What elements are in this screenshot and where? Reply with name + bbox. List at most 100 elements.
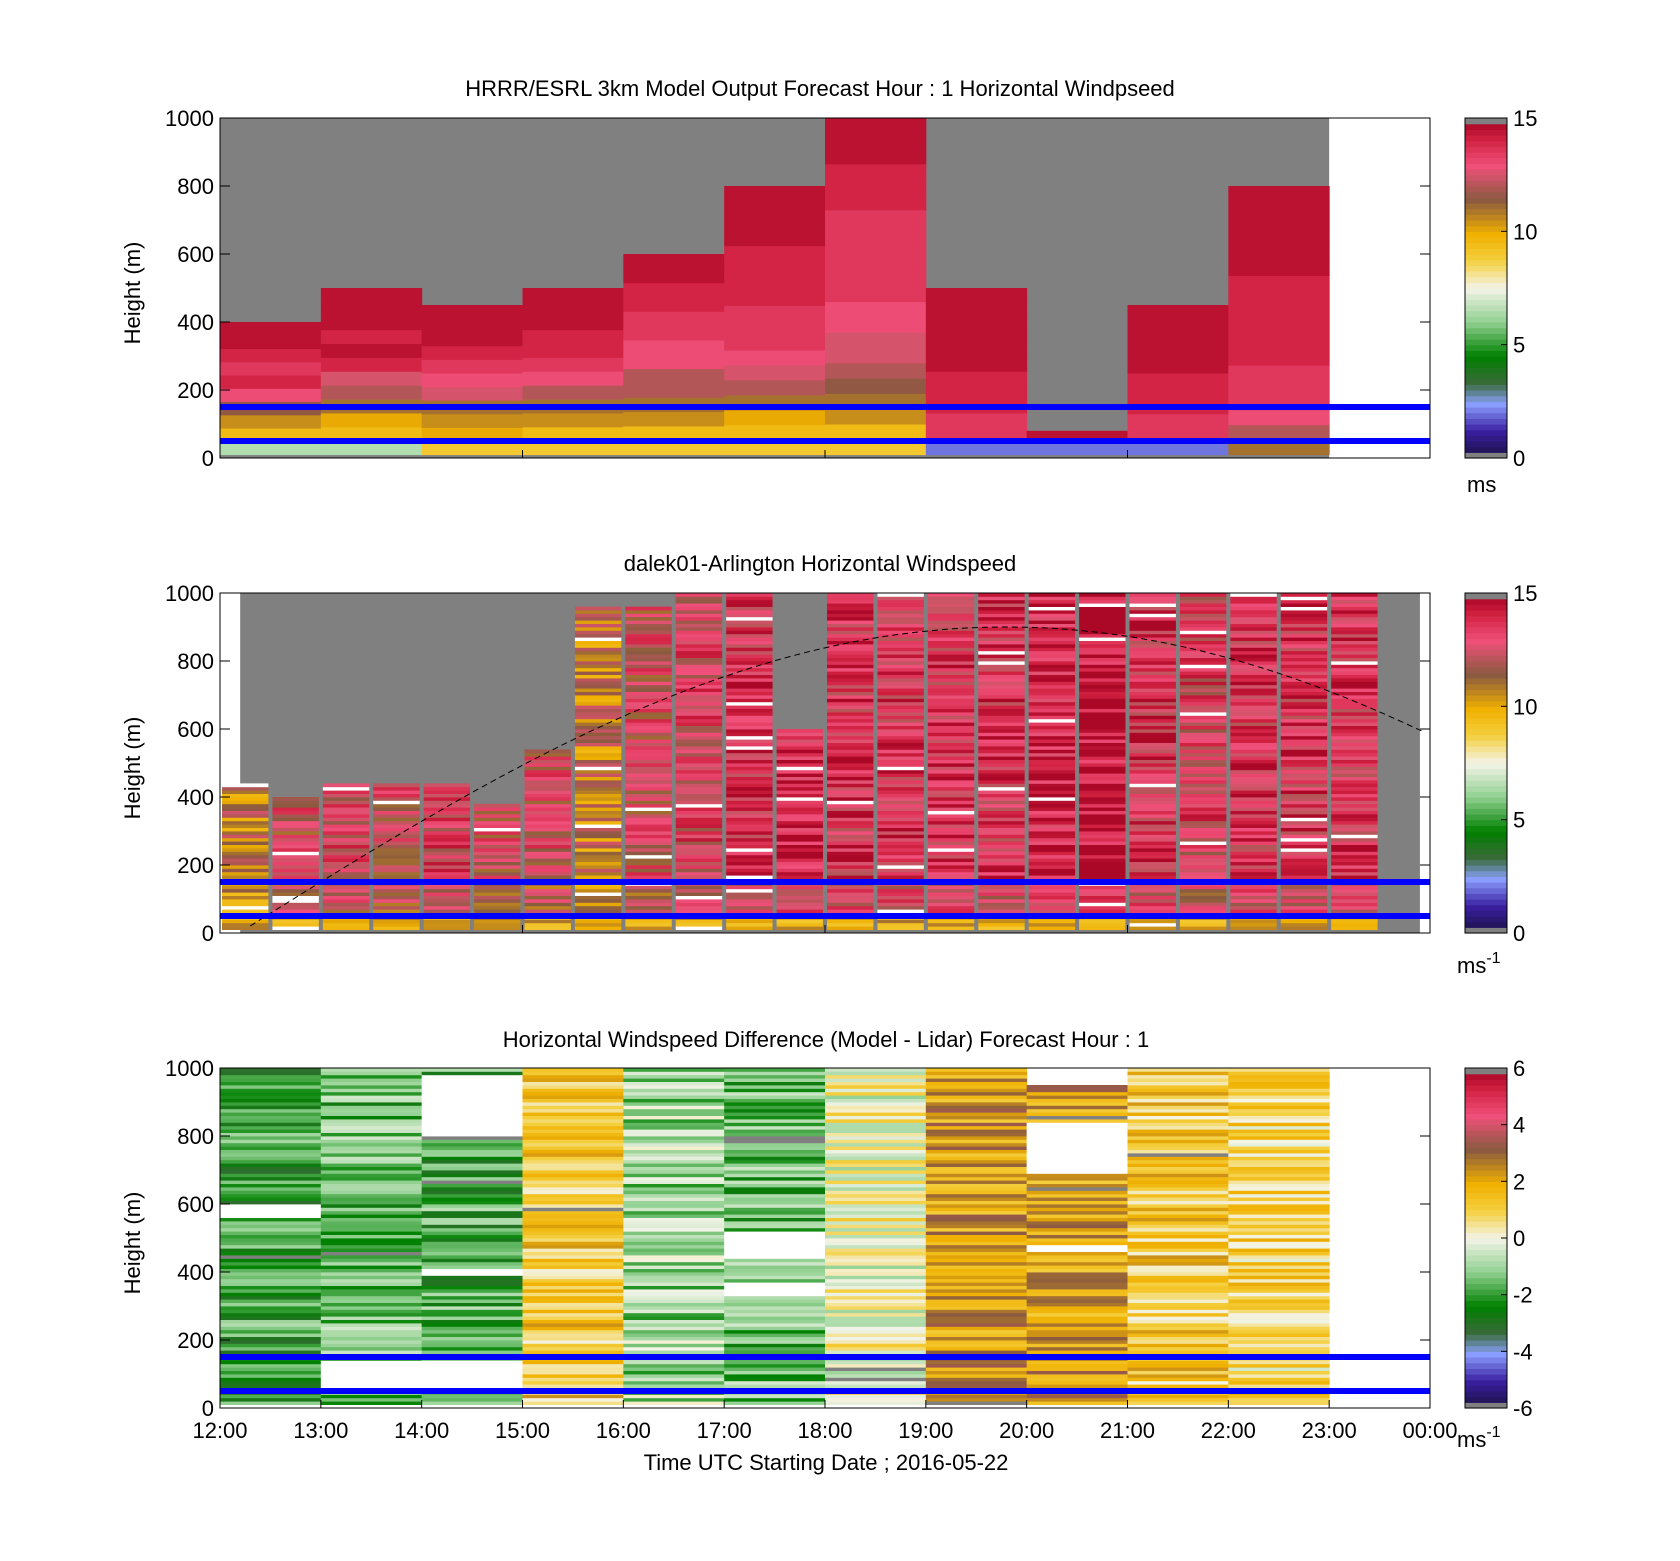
difference-cell bbox=[623, 1085, 725, 1089]
lidar-cell bbox=[877, 718, 924, 723]
difference-cell bbox=[1228, 1333, 1330, 1337]
lidar-cell bbox=[978, 827, 1025, 832]
difference-cell bbox=[1228, 1193, 1330, 1198]
colorbar-swatch bbox=[1465, 1090, 1507, 1097]
lidar-cell bbox=[927, 892, 975, 896]
difference-cell bbox=[825, 1282, 927, 1286]
lidar-cell bbox=[1230, 759, 1277, 764]
lidar-cell bbox=[1331, 769, 1378, 774]
lidar-cell bbox=[1230, 868, 1277, 873]
lidar-cell bbox=[524, 865, 571, 869]
lidar-cell bbox=[1230, 769, 1277, 774]
lidar-cell bbox=[877, 885, 924, 890]
difference-cell bbox=[825, 1214, 927, 1218]
lidar-cell bbox=[927, 739, 975, 743]
lidar-cell bbox=[978, 803, 1025, 808]
lidar-cell bbox=[877, 664, 924, 669]
lidar-cell bbox=[927, 848, 975, 852]
difference-cell bbox=[320, 1217, 423, 1222]
model-cell bbox=[925, 301, 1028, 317]
difference-cell bbox=[421, 1142, 523, 1147]
panel-difference-ylabel: Height (m) bbox=[120, 1192, 145, 1295]
difference-cell bbox=[623, 1136, 725, 1140]
difference-cell bbox=[925, 1200, 1028, 1205]
lidar-cell bbox=[776, 814, 823, 818]
difference-cell bbox=[522, 1071, 624, 1076]
lidar-cell bbox=[1179, 780, 1227, 784]
lidar-cell bbox=[574, 715, 622, 720]
lidar-cell bbox=[272, 858, 319, 862]
lidar-cell bbox=[1028, 807, 1076, 811]
lidar-cell bbox=[423, 868, 471, 873]
lidar-cell bbox=[978, 766, 1025, 771]
difference-cell bbox=[825, 1384, 927, 1388]
colorbar-swatch bbox=[1465, 819, 1507, 826]
lidar-cell bbox=[1079, 742, 1126, 747]
lidar-cell bbox=[373, 926, 420, 930]
y-tick-label: 200 bbox=[177, 853, 214, 878]
lidar-cell bbox=[927, 610, 975, 614]
difference-cell bbox=[421, 1129, 523, 1133]
lidar-cell bbox=[978, 616, 1025, 621]
lidar-cell bbox=[373, 827, 420, 832]
colorbar-swatch bbox=[1465, 322, 1507, 329]
colorbar-swatch bbox=[1465, 706, 1507, 713]
lidar-cell bbox=[675, 865, 723, 869]
lidar-cell bbox=[675, 831, 723, 835]
lidar-cell bbox=[1028, 718, 1076, 723]
difference-cell bbox=[522, 1156, 624, 1161]
lidar-cell bbox=[1028, 729, 1076, 733]
lidar-cell bbox=[1230, 627, 1277, 631]
difference-cell bbox=[1127, 1302, 1229, 1307]
lidar-cell bbox=[474, 888, 521, 893]
lidar-cell bbox=[675, 742, 723, 747]
lidar-cell bbox=[978, 790, 1025, 794]
lidar-cell bbox=[1028, 844, 1076, 849]
lidar-cell bbox=[524, 814, 571, 818]
model-cell bbox=[825, 240, 927, 257]
difference-cell bbox=[1127, 1285, 1229, 1290]
lidar-cell bbox=[1079, 603, 1126, 607]
lidar-cell bbox=[927, 722, 975, 726]
difference-cell bbox=[1228, 1234, 1330, 1239]
difference-cell bbox=[1127, 1255, 1229, 1259]
difference-cell bbox=[522, 1119, 624, 1123]
lidar-cell bbox=[1280, 902, 1328, 907]
difference-cell bbox=[522, 1095, 624, 1099]
model-cell bbox=[724, 320, 826, 336]
panel-lidar: dalek01-Arlington Horizontal Windspeed H… bbox=[120, 551, 1537, 978]
lidar-cell bbox=[978, 841, 1025, 845]
lidar-cell bbox=[1028, 593, 1076, 597]
lidar-cell bbox=[978, 705, 1025, 709]
lidar-cell bbox=[726, 722, 773, 726]
lidar-cell bbox=[675, 701, 723, 706]
colorbar-swatch bbox=[1465, 882, 1507, 889]
lidar-cell bbox=[978, 776, 1025, 781]
difference-cell bbox=[1228, 1074, 1330, 1079]
lidar-cell bbox=[726, 848, 773, 852]
lidar-cell bbox=[1280, 922, 1328, 927]
difference-cell bbox=[825, 1170, 927, 1174]
difference-cell bbox=[623, 1156, 725, 1161]
lidar-cell bbox=[726, 688, 773, 692]
colorbar-swatch bbox=[1465, 649, 1507, 656]
lidar-cell bbox=[978, 678, 1025, 682]
lidar-cell bbox=[474, 844, 521, 849]
difference-cell bbox=[724, 1119, 826, 1123]
model-cell bbox=[1127, 305, 1229, 320]
lidar-cell bbox=[927, 603, 975, 607]
difference-cell bbox=[1228, 1312, 1330, 1317]
lidar-cell bbox=[1028, 712, 1076, 716]
lidar-cell bbox=[1331, 831, 1378, 835]
difference-cell bbox=[825, 1088, 927, 1093]
difference-cell bbox=[522, 1227, 624, 1232]
lidar-cell bbox=[1331, 875, 1378, 879]
lidar-cell bbox=[1331, 926, 1378, 930]
colorbar-swatch bbox=[1465, 367, 1507, 374]
model-cell bbox=[220, 441, 322, 456]
lidar-cell bbox=[1280, 698, 1328, 703]
model-cell bbox=[623, 254, 725, 269]
colorbar-frame bbox=[1464, 592, 1508, 934]
difference-cell bbox=[220, 1319, 322, 1324]
lidar-cell bbox=[726, 708, 773, 713]
